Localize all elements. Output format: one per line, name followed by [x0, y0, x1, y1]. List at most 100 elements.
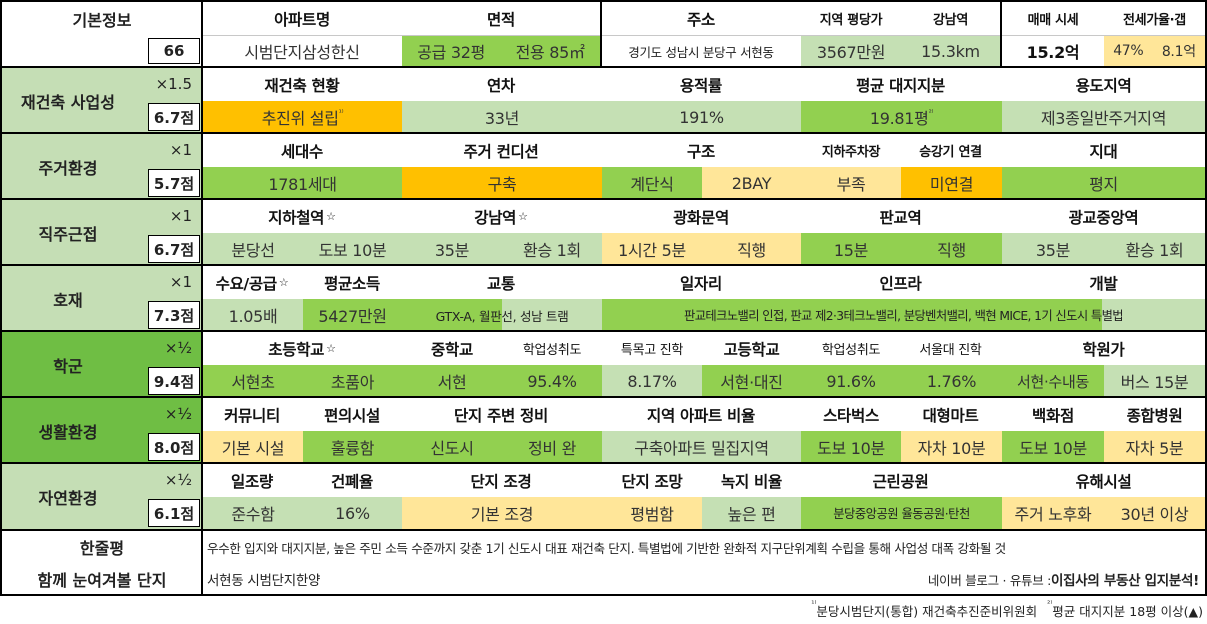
source-credit-prefix: 네이버 블로그 · 유튜브 :	[927, 572, 1052, 588]
star-icon: ☆	[326, 342, 336, 355]
header-pangyo: 판교역	[879, 208, 922, 227]
value-elementary-type: 초품아	[303, 365, 402, 397]
basic-info-label: 기본정보	[72, 11, 132, 30]
grid-line	[203, 35, 1205, 36]
header-sale-price: 매매 시세	[1027, 13, 1079, 28]
value-subway-line: 분당선	[203, 233, 303, 265]
value-gwanggyo-transfer: 환승 1회	[1104, 233, 1205, 265]
section-label-rebuild: 재건축 사업성	[21, 93, 115, 112]
value-sunlight: 준수함	[203, 497, 303, 529]
value-apt-name: 시범단지삼성한신	[244, 43, 360, 62]
header-jobs: 일자리	[680, 274, 722, 293]
multiplier-hojae: ×1	[169, 273, 192, 291]
header-floor-area-ratio: 용적률	[680, 76, 722, 95]
value-elementary: 서현초	[203, 365, 303, 397]
header-households: 세대수	[281, 142, 323, 161]
value-pangyo-direct: 직행	[901, 233, 1002, 265]
score-hojae: 7.3점	[148, 301, 200, 329]
star-icon: ☆	[518, 210, 528, 223]
header-sunlight: 일조량	[231, 472, 273, 491]
value-jeonse-rate: 47%	[1113, 43, 1144, 59]
section-label-nature: 자연환경	[38, 489, 98, 508]
header-traffic: 교통	[487, 274, 515, 293]
value-special-high: 8.17%	[602, 365, 702, 397]
footnote-1: 분당시범단지(통합) 재건축추진준비위원회	[816, 604, 1038, 619]
value-green-ratio: 높은 편	[702, 497, 801, 529]
section-label-commute: 직주근접	[38, 225, 98, 244]
header-department-store: 백화점	[1032, 406, 1074, 425]
footnote: ¹⁾분당시범단지(통합) 재건축추진준비위원회 ²⁾평균 대지지분 18평 이상…	[811, 598, 1203, 620]
footnote-2: 평균 대지지분 18평 이상(▲)	[1052, 604, 1203, 619]
header-rebuild-status: 재건축 현황	[264, 76, 340, 95]
value-gangnam-time: 35분	[402, 233, 502, 265]
header-starbucks: 스타벅스	[823, 406, 879, 425]
value-structure-type: 계단식	[602, 167, 702, 199]
header-community: 커뮤니티	[224, 406, 280, 425]
section-label-school: 학군	[53, 357, 83, 376]
value-jeonse-gap: 8.1억	[1161, 44, 1196, 60]
header-address: 주소	[687, 10, 715, 29]
star-icon: ☆	[278, 276, 289, 289]
value-housing-condition: 구축	[402, 167, 602, 199]
value-department-store: 도보 10분	[1002, 431, 1104, 463]
header-structure: 구조	[687, 142, 715, 161]
grid-line	[1000, 0, 1002, 68]
jobs-bg	[602, 299, 1102, 331]
value-middle-school: 서현	[402, 365, 502, 397]
footnote-mark-1: ¹⁾	[338, 107, 344, 117]
value-hazard-aging: 주거 노후화	[1002, 497, 1104, 529]
section-label-life: 생활환경	[38, 423, 98, 442]
header-snu-admission: 서울대 진학	[919, 343, 982, 358]
footnote-2-mark: ²⁾	[1047, 598, 1053, 608]
basic-number: 66	[148, 38, 200, 64]
value-building-coverage: 16%	[303, 497, 402, 529]
value-region-price: 3567만원	[801, 36, 901, 66]
value-gwanghwamun-time: 1시간 5분	[602, 233, 702, 265]
value-convenience: 훌륭함	[303, 431, 402, 463]
multiplier-commute: ×1	[169, 207, 192, 225]
grid-line	[0, 0, 2, 596]
header-middle-school: 중학교	[431, 340, 473, 359]
score-living: 5.7점	[148, 169, 200, 197]
value-high-achievement: 91.6%	[801, 365, 901, 397]
header-commute-gangnam-text: 강남역	[474, 208, 517, 227]
header-subway: 지하철역 ☆	[203, 200, 401, 233]
value-high-school: 서현·대진	[702, 365, 801, 397]
related-label: 함께 눈여겨볼 단지	[37, 571, 167, 590]
value-hazard-years: 30년 이상	[1104, 497, 1205, 529]
score-school: 9.4점	[148, 367, 200, 395]
value-elevator: 미연결	[901, 167, 1002, 199]
multiplier-life: ×½	[164, 405, 192, 423]
value-snu-admission: 1.76%	[901, 365, 1002, 397]
header-region-price: 지역 평당가	[819, 13, 883, 28]
value-terrain: 평지	[1002, 167, 1205, 199]
header-zoning: 용도지역	[1075, 76, 1132, 95]
grid-line	[1205, 0, 1207, 596]
grid-line	[0, 529, 1207, 531]
value-zoning: 제3종일반주거지역	[1002, 101, 1205, 133]
value-academy-area: 서현·수내동	[1002, 365, 1104, 397]
value-land-share: 19.81평 ²⁾	[801, 101, 1002, 133]
value-area-supply: 공급 32평	[417, 43, 486, 62]
score-nature: 6.1점	[148, 499, 200, 527]
value-middle-achievement: 95.4%	[502, 365, 602, 397]
grid-line	[0, 396, 1207, 398]
value-subway-walk: 도보 10분	[303, 233, 402, 265]
star-icon: ☆	[326, 210, 336, 223]
dev-bg	[1102, 299, 1205, 331]
multiplier-school: ×½	[164, 339, 192, 357]
header-special-high: 특목고 진학	[620, 343, 684, 358]
grid-line	[0, 264, 1207, 266]
header-avg-income: 평균소득	[324, 274, 380, 293]
value-gwanggyo-time: 35분	[1002, 233, 1104, 265]
header-terrain: 지대	[1089, 142, 1118, 161]
value-area: 공급 32평 전용 85㎡	[402, 36, 600, 66]
header-building-age: 연차	[487, 76, 515, 95]
footnote-mark-2: ²⁾	[928, 107, 934, 117]
score-commute: 6.7점	[148, 235, 200, 263]
footnote-1-mark: ¹⁾	[811, 598, 817, 608]
grid-line	[600, 0, 602, 68]
header-park: 근린공원	[872, 472, 929, 491]
header-development: 개발	[1089, 274, 1118, 293]
